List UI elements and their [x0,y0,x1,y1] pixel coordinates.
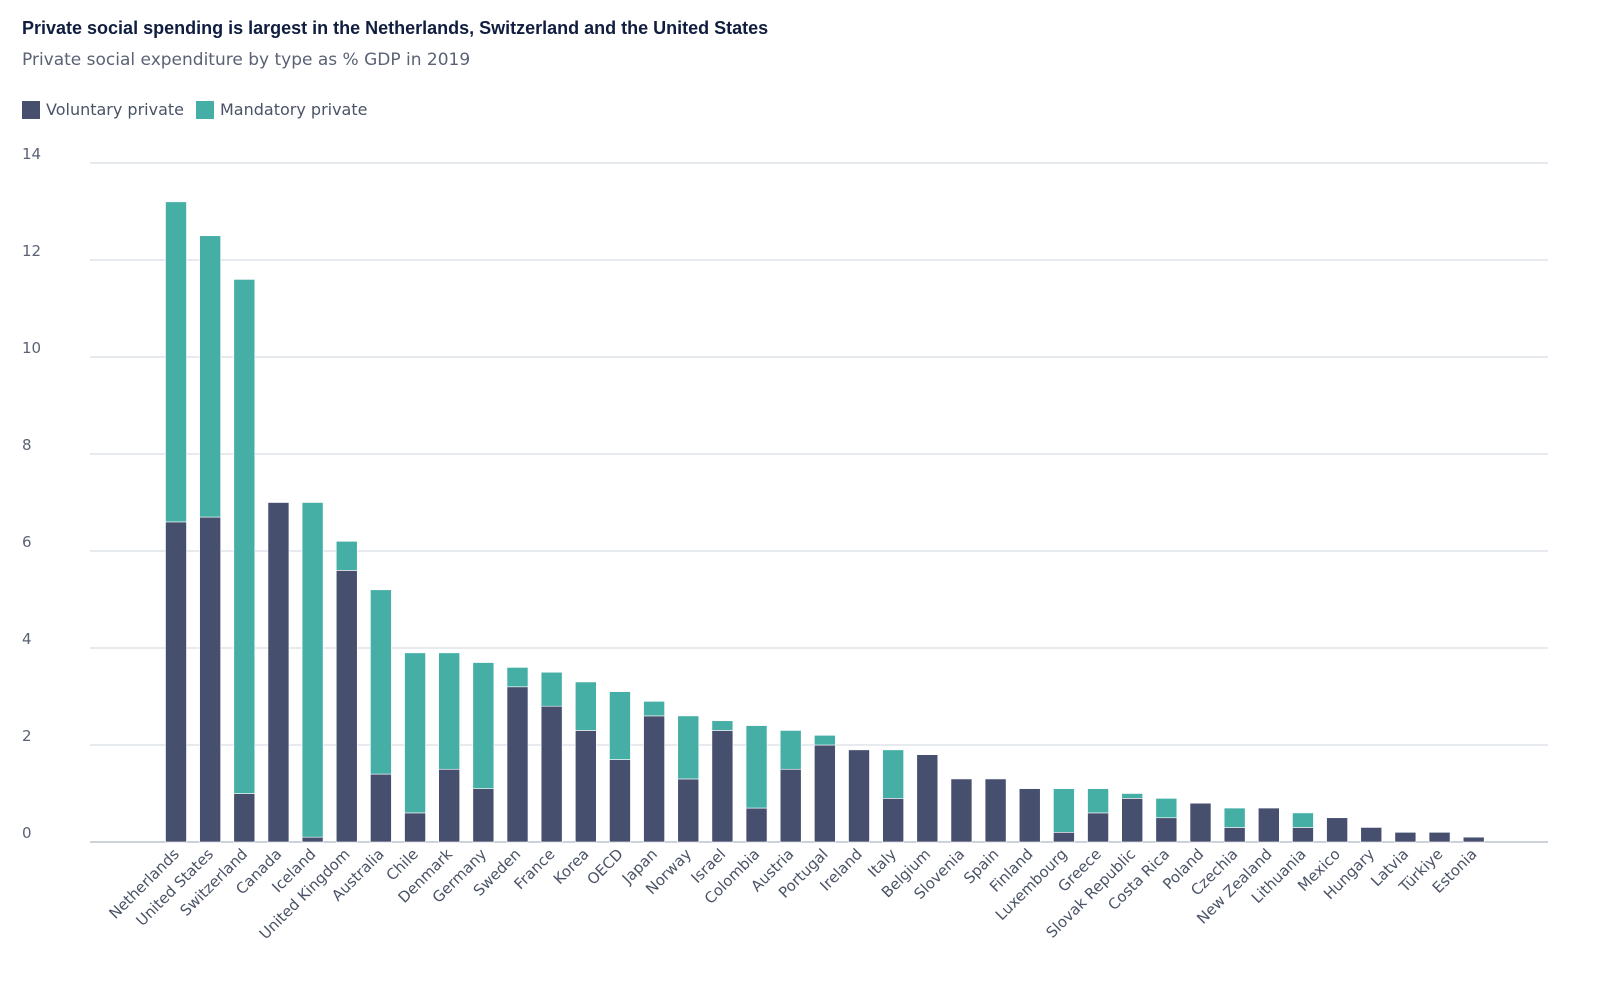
bar-mandatory[interactable] [1223,807,1246,828]
legend: Voluntary private Mandatory private [22,100,379,119]
bar-voluntary[interactable] [916,754,939,843]
bar-mandatory[interactable] [643,701,665,717]
bar-mandatory[interactable] [882,749,904,799]
chart-subtitle: Private social expenditure by type as % … [22,50,471,70]
bar-voluntary[interactable] [950,778,973,843]
x-tick-label: Korea [550,845,593,888]
bar-mandatory[interactable] [1155,798,1178,819]
bar-mandatory[interactable] [677,715,700,780]
bar-mandatory[interactable] [404,652,426,814]
bar-voluntary[interactable] [1223,827,1246,843]
bar-voluntary[interactable] [1189,802,1212,843]
bar-voluntary[interactable] [165,521,187,843]
bar-voluntary[interactable] [814,744,836,843]
y-tick-label: 6 [22,533,32,551]
bar-mandatory[interactable] [233,279,256,794]
y-tick-label: 14 [22,145,41,163]
y-tick-label: 10 [22,339,41,357]
legend-swatch-voluntary [22,100,40,119]
y-tick-label: 2 [22,727,32,745]
y-tick-label: 0 [22,824,32,842]
y-tick-label: 12 [22,242,41,260]
chart-title: Private social spending is largest in th… [22,18,769,38]
bar-mandatory[interactable] [335,540,358,571]
bar-voluntary[interactable] [1258,807,1280,843]
bar-mandatory[interactable] [540,671,563,707]
y-tick-label: 8 [22,436,32,454]
x-tick-label: OECD [583,845,626,888]
y-tick-label: 4 [22,630,32,648]
bar-voluntary[interactable] [335,570,358,843]
bar-mandatory[interactable] [199,235,221,518]
bar-voluntary[interactable] [677,778,700,843]
bar-voluntary[interactable] [1428,831,1451,843]
bar-voluntary[interactable] [1292,827,1314,843]
bar-voluntary[interactable] [1326,817,1348,843]
legend-item-voluntary[interactable]: Voluntary private [22,100,184,119]
bar-mandatory[interactable] [1292,812,1314,828]
bar-voluntary[interactable] [1087,812,1109,843]
bar-voluntary[interactable] [472,788,495,843]
bar-voluntary[interactable] [370,773,392,843]
bar-voluntary[interactable] [643,715,665,843]
bar-mandatory[interactable] [370,589,392,775]
legend-label-mandatory: Mandatory private [220,100,368,119]
bar-voluntary[interactable] [438,768,461,843]
bar-mandatory[interactable] [438,652,461,770]
bar-mandatory[interactable] [506,667,529,688]
bar-voluntary[interactable] [1394,831,1417,843]
bar-voluntary[interactable] [233,793,256,843]
bar-mandatory[interactable] [779,730,802,770]
bar-voluntary[interactable] [779,768,802,843]
bar-mandatory[interactable] [1121,793,1143,799]
bar-voluntary[interactable] [711,730,734,843]
bar-voluntary[interactable] [882,798,904,843]
bar-voluntary[interactable] [1053,831,1075,843]
bar-mandatory[interactable] [301,502,324,838]
bar-voluntary[interactable] [540,705,563,843]
bar-voluntary[interactable] [984,778,1007,843]
bar-mandatory[interactable] [165,201,187,523]
bar-voluntary[interactable] [1018,788,1041,843]
bar-voluntary[interactable] [1462,836,1485,843]
bar-mandatory[interactable] [609,691,631,760]
bar-voluntary[interactable] [1121,798,1143,843]
bar-mandatory[interactable] [814,734,836,746]
bar-voluntary[interactable] [506,686,529,843]
bar-mandatory[interactable] [711,720,734,731]
bar-voluntary[interactable] [574,730,597,843]
bar-mandatory[interactable] [1087,788,1109,814]
legend-swatch-mandatory [196,100,214,119]
bar-mandatory[interactable] [472,662,495,789]
bar-voluntary[interactable] [267,502,290,843]
bar-mandatory[interactable] [1053,788,1075,833]
bar-mandatory[interactable] [745,725,768,809]
bar-mandatory[interactable] [574,681,597,731]
bar-voluntary[interactable] [404,812,426,843]
legend-item-mandatory[interactable]: Mandatory private [196,100,367,119]
bar-voluntary[interactable] [745,807,768,843]
bar-voluntary[interactable] [609,759,631,843]
bar-voluntary[interactable] [1155,817,1178,843]
bar-voluntary[interactable] [1360,827,1383,843]
legend-label-voluntary: Voluntary private [46,100,184,119]
bar-voluntary[interactable] [301,836,324,843]
bar-voluntary[interactable] [848,749,870,843]
bar-voluntary[interactable] [199,516,221,843]
